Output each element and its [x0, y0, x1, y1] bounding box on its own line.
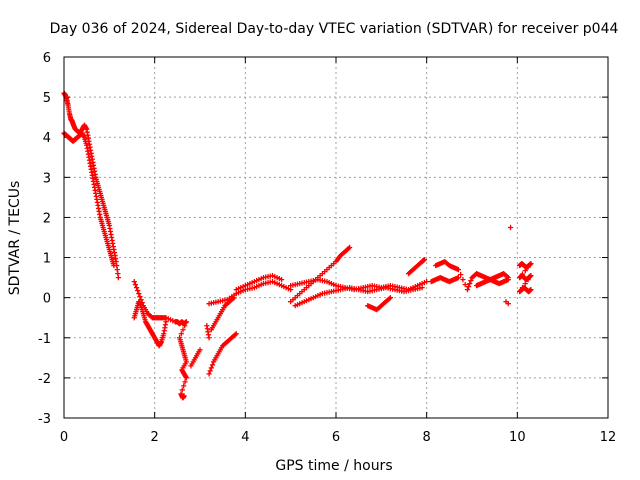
data-point	[421, 256, 427, 263]
data-point	[525, 264, 531, 270]
x-tick-label: 10	[509, 430, 526, 445]
y-tick-label: 4	[43, 131, 51, 146]
data-point	[460, 277, 466, 283]
x-tick-label: 0	[60, 430, 68, 445]
data-point	[525, 277, 531, 283]
data-point	[387, 295, 393, 301]
y-tick-label: 6	[43, 51, 51, 66]
x-tick-label: 6	[332, 430, 340, 445]
data-point	[424, 279, 430, 285]
x-tick-label: 4	[241, 430, 249, 445]
chart-title: Day 036 of 2024, Sidereal Day-to-day VTE…	[50, 21, 619, 37]
y-tick-label: 5	[43, 91, 51, 106]
data-point	[528, 273, 534, 279]
data-point	[528, 287, 534, 293]
data-point	[182, 323, 188, 329]
data-point	[279, 277, 285, 283]
data-point	[132, 282, 138, 288]
data-point	[209, 362, 216, 368]
gridlines	[64, 57, 608, 418]
data-point	[139, 300, 145, 306]
data-point	[505, 277, 511, 283]
data-point	[111, 262, 117, 269]
y-tick-label: -2	[38, 372, 51, 387]
data-point	[181, 393, 187, 399]
data-points	[61, 90, 534, 401]
data-point	[182, 379, 188, 385]
data-point	[455, 266, 461, 273]
data-point	[233, 331, 239, 337]
data-point	[455, 275, 461, 281]
y-tick-label: -3	[38, 412, 51, 427]
x-tick-label: 12	[600, 430, 617, 445]
data-point	[138, 297, 144, 303]
y-axis-label: SDTVAR / TECUs	[7, 181, 23, 296]
data-point	[528, 260, 534, 267]
data-point	[131, 279, 137, 285]
data-point	[503, 299, 509, 305]
data-point	[419, 285, 425, 291]
y-tick-label: -1	[38, 332, 51, 347]
data-point	[137, 294, 143, 300]
data-point	[522, 267, 528, 274]
data-point	[468, 278, 474, 284]
data-point	[115, 275, 121, 281]
data-point	[207, 368, 213, 374]
x-axis-label: GPS time / hours	[275, 458, 392, 474]
data-point	[467, 281, 473, 287]
data-point	[466, 284, 472, 290]
x-tick-label: 8	[423, 430, 431, 445]
data-point	[136, 291, 142, 297]
data-point	[178, 331, 184, 337]
y-tick-labels: -3 -2 -1 0 1 2 3 4 5 6	[38, 51, 51, 427]
data-point	[135, 288, 141, 294]
y-tick-label: 1	[43, 252, 51, 267]
data-point	[206, 371, 212, 377]
data-point	[197, 347, 203, 353]
data-point	[347, 244, 353, 251]
x-tick-label: 2	[151, 430, 159, 445]
data-point	[181, 383, 187, 389]
data-point	[183, 375, 189, 381]
data-point	[522, 281, 528, 287]
data-point	[206, 335, 212, 341]
x-tick-labels: 0 2 4 6 8 10 12	[60, 430, 616, 445]
y-tick-label: 0	[43, 292, 51, 307]
data-point	[183, 319, 189, 325]
data-point	[133, 285, 140, 291]
data-point	[507, 224, 514, 231]
plot-frame	[63, 56, 609, 419]
data-point	[180, 327, 186, 333]
data-point	[462, 282, 468, 288]
y-tick-label: 3	[43, 171, 51, 186]
data-point	[458, 272, 464, 278]
y-tick-label: 2	[43, 211, 51, 226]
data-point	[179, 387, 185, 393]
data-point	[464, 287, 471, 293]
data-point	[208, 365, 214, 371]
